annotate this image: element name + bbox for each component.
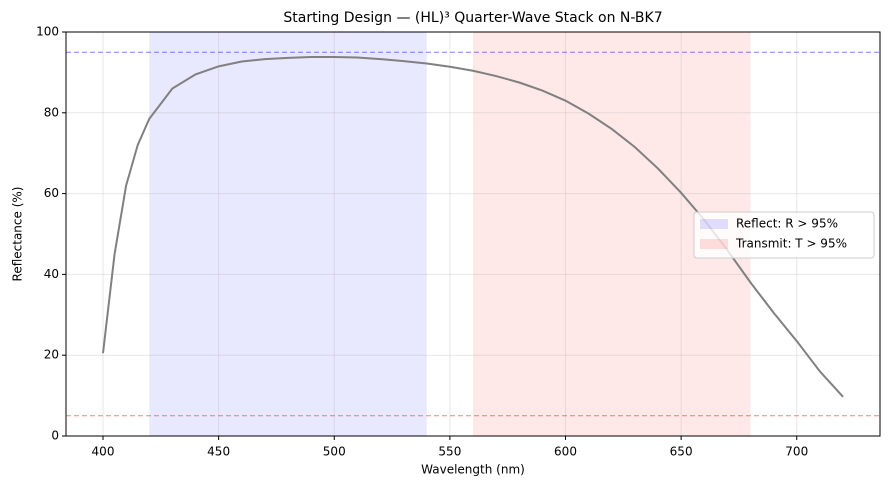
x-tick-label: 700 xyxy=(785,445,808,459)
x-tick-label: 450 xyxy=(207,445,230,459)
y-tick-label: 80 xyxy=(44,105,59,119)
y-tick-label: 100 xyxy=(36,25,59,39)
legend-swatch xyxy=(700,239,728,249)
y-tick-label: 60 xyxy=(44,186,59,200)
legend-label: Reflect: R > 95% xyxy=(736,217,838,231)
x-tick-label: 650 xyxy=(670,445,693,459)
legend-swatch xyxy=(700,219,728,229)
y-tick-label: 40 xyxy=(44,267,59,281)
plot-frame xyxy=(65,31,881,437)
x-tick-label: 600 xyxy=(554,445,577,459)
legend-box xyxy=(693,211,875,259)
y-axis-label: Reflectance (%) xyxy=(11,187,25,282)
x-axis-label: Wavelength (nm) xyxy=(421,463,525,477)
y-tick-label: 20 xyxy=(44,348,59,362)
x-tick-label: 400 xyxy=(92,445,115,459)
x-tick-label: 550 xyxy=(438,445,461,459)
x-tick-label: 500 xyxy=(323,445,346,459)
chart-title: Starting Design — (HL)³ Quarter-Wave Sta… xyxy=(283,10,662,26)
y-tick-label: 0 xyxy=(51,429,59,443)
band xyxy=(149,32,427,436)
legend-label: Transmit: T > 95% xyxy=(735,237,847,251)
